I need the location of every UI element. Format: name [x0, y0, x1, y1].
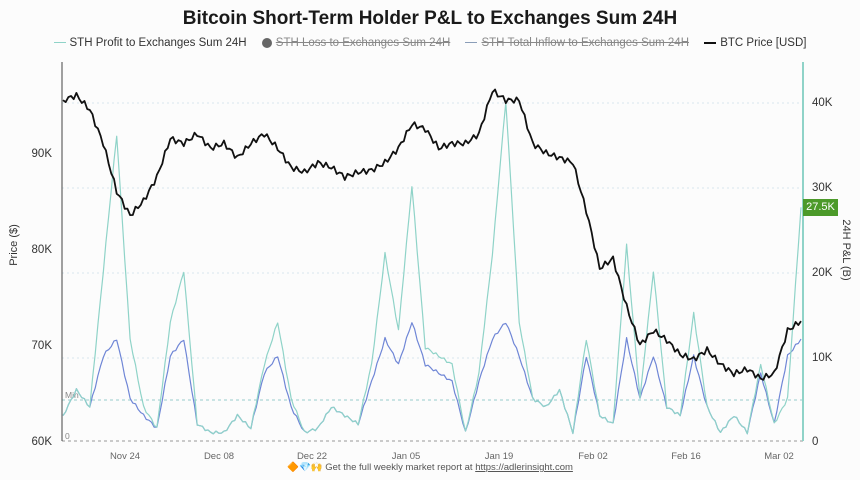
legend-label: STH Profit to Exchanges Sum 24H	[69, 37, 247, 49]
left-tick: 60K	[32, 436, 53, 448]
x-tick: Feb 02	[578, 451, 608, 462]
left-tick: 70K	[32, 340, 53, 352]
chart-title: Bitcoin Short-Term Holder P&L to Exchang…	[182, 8, 678, 29]
legend-item-sth-profit[interactable]: STH Profit to Exchanges Sum 24H	[53, 37, 247, 49]
right-tick: 40K	[812, 97, 833, 109]
x-tick: Dec 08	[204, 451, 234, 462]
left-tick: 80K	[32, 244, 53, 256]
line-swatch-icon	[704, 41, 717, 44]
legend-item-btc-price[interactable]: BTC Price [USD]	[704, 37, 806, 49]
x-tick: Jan 05	[392, 451, 421, 462]
btc-price-line	[62, 88, 802, 381]
right-axis-label: 24H P&L (B)	[840, 219, 852, 281]
right-tick: 30K	[812, 182, 833, 194]
diamond-hands-emoji-icon: 🔶💎🙌	[287, 462, 323, 473]
legend-label: BTC Price [USD]	[720, 37, 807, 49]
x-tick: Jan 19	[485, 451, 514, 462]
footer: 🔶💎🙌 Get the full weekly market report at…	[0, 462, 860, 473]
grid	[62, 102, 803, 359]
legend-item-sth-loss[interactable]: STH Loss to Exchanges Sum 24H	[261, 37, 451, 49]
x-tick: Dec 22	[297, 451, 327, 462]
current-value-badge: 27.5K	[803, 199, 838, 216]
right-tick: 20K	[812, 267, 833, 279]
x-tick: Mar 02	[764, 451, 794, 462]
dot-swatch-icon	[261, 37, 272, 48]
right-tick: 10K	[812, 352, 833, 364]
min-label: Min	[65, 390, 79, 400]
legend-item-sth-total-inflow[interactable]: STH Total Inflow to Exchanges Sum 24H	[465, 37, 689, 49]
sth-profit-line	[62, 101, 802, 435]
footer-text: Get the full weekly market report at	[325, 462, 476, 473]
legend-label: STH Loss to Exchanges Sum 24H	[275, 37, 451, 49]
line-swatch-icon	[53, 42, 66, 44]
footer-link[interactable]: https://adlerinsight.com	[475, 462, 573, 473]
zero-label: 0	[65, 431, 70, 441]
x-tick: Nov 24	[110, 451, 140, 462]
legend-label: STH Total Inflow to Exchanges Sum 24H	[481, 37, 690, 49]
left-axis-label: Price ($)	[8, 224, 20, 266]
left-tick: 90K	[32, 148, 53, 160]
line-swatch-icon	[465, 42, 478, 44]
right-tick: 0	[812, 436, 818, 448]
chart-legend: STH Profit to Exchanges Sum 24H STH Loss…	[0, 37, 860, 49]
x-tick: Feb 16	[671, 451, 701, 462]
